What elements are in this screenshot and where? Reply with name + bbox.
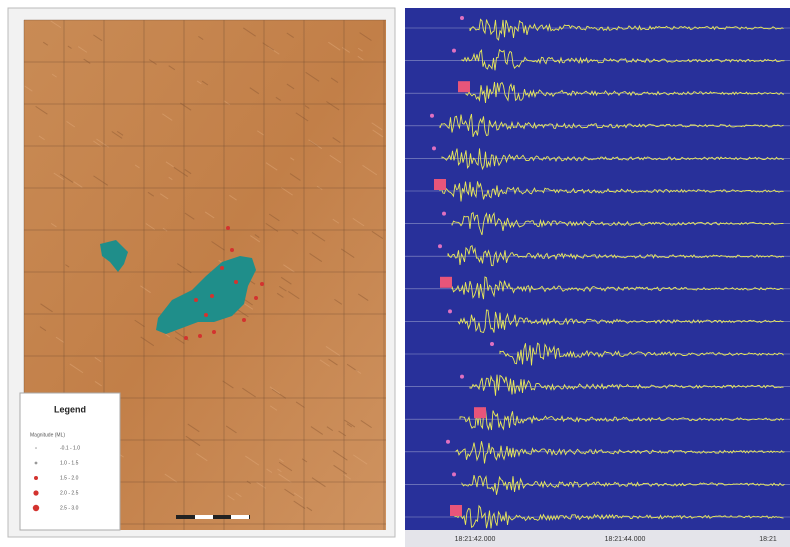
legend-symbol bbox=[34, 476, 38, 480]
legend-label: 1.0 - 1.5 bbox=[60, 460, 79, 466]
pick-marker bbox=[490, 342, 494, 346]
pick-marker bbox=[460, 16, 464, 20]
time-label: 18:21:44.000 bbox=[605, 536, 646, 543]
event-marker bbox=[242, 318, 246, 322]
legend-label: -0.1 - 1.0 bbox=[60, 445, 80, 451]
legend-symbol bbox=[33, 505, 39, 511]
pick-marker bbox=[438, 244, 442, 248]
pick-marker bbox=[458, 81, 470, 92]
pick-marker bbox=[446, 440, 450, 444]
pick-marker bbox=[442, 212, 446, 216]
event-marker bbox=[226, 226, 230, 230]
event-marker bbox=[234, 280, 238, 284]
event-marker bbox=[212, 330, 216, 334]
pick-marker bbox=[440, 277, 452, 288]
event-marker bbox=[210, 294, 214, 298]
event-marker bbox=[198, 334, 202, 338]
pick-marker bbox=[430, 114, 434, 118]
pick-marker bbox=[460, 375, 464, 379]
figure: Legend Magnitude (ML) -0.1 - 1.0 1.0 - 1.… bbox=[0, 0, 790, 547]
legend-symbol bbox=[35, 462, 38, 465]
legend-symbol bbox=[35, 447, 37, 449]
event-marker bbox=[230, 248, 234, 252]
pick-marker bbox=[450, 505, 462, 516]
event-marker bbox=[184, 336, 188, 340]
scale-bar bbox=[231, 515, 249, 519]
event-marker bbox=[194, 298, 198, 302]
event-marker bbox=[220, 266, 224, 270]
pick-marker bbox=[434, 179, 446, 190]
legend-title: Legend bbox=[54, 404, 86, 414]
event-marker bbox=[260, 282, 264, 286]
pick-marker bbox=[474, 407, 486, 418]
legend-subtitle: Magnitude (ML) bbox=[30, 432, 65, 438]
page: Legend Magnitude (ML) -0.1 - 1.0 1.0 - 1.… bbox=[0, 0, 790, 547]
event-marker bbox=[254, 296, 258, 300]
legend-label: 2.5 - 3.0 bbox=[60, 505, 79, 511]
legend-label: 2.0 - 2.5 bbox=[60, 490, 79, 496]
pick-marker bbox=[448, 309, 452, 313]
time-label: 18:21 bbox=[759, 536, 777, 543]
time-label: 18:21:42.000 bbox=[455, 536, 496, 543]
legend-symbol bbox=[33, 490, 38, 495]
event-marker bbox=[204, 313, 208, 317]
scale-bar bbox=[195, 515, 213, 519]
pick-marker bbox=[452, 472, 456, 476]
pick-marker bbox=[432, 146, 436, 150]
legend-label: 1.5 - 2.0 bbox=[60, 475, 79, 481]
pick-marker bbox=[452, 49, 456, 53]
